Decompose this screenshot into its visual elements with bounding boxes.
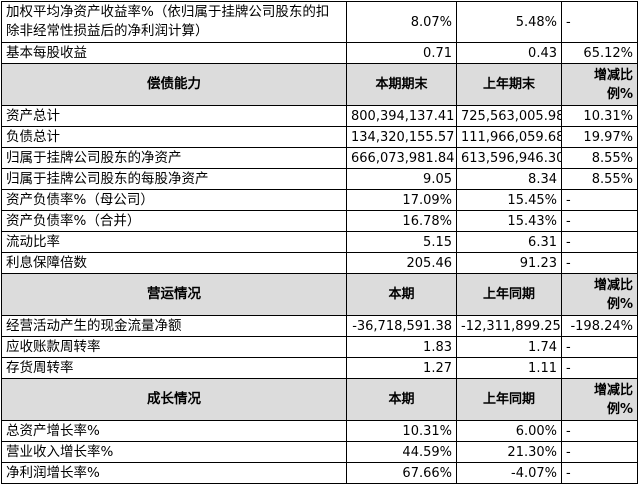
value-cell: - bbox=[561, 462, 638, 484]
table-row: 加权平均净资产收益率%（依归属于挂牌公司股东的扣除非经常性损益后的净利润计算） 8… bbox=[1, 1, 638, 43]
header-cell: 上年期末 bbox=[456, 63, 562, 106]
label-cell: 归属于挂牌公司股东的净资产 bbox=[1, 147, 347, 169]
table-row: 负债总计 134,320,155.57 111,966,059.68 19.97% bbox=[1, 126, 638, 148]
table-row: 利息保障倍数 205.46 91.23- bbox=[1, 252, 638, 274]
header-cell: 增减比例% bbox=[561, 63, 638, 106]
value-cell: - bbox=[561, 420, 638, 442]
header-cell: 增减比例% bbox=[561, 273, 638, 316]
table-body: 加权平均净资产收益率%（依归属于挂牌公司股东的扣除非经常性损益后的净利润计算） 8… bbox=[1, 1, 638, 484]
value-cell: 15.43% bbox=[456, 210, 562, 232]
value-cell: -12,311,899.25 bbox=[456, 315, 562, 337]
label-cell: 资产负债率%（母公司） bbox=[1, 189, 347, 211]
value-cell: - bbox=[561, 441, 638, 463]
value-cell: 613,596,946.30 bbox=[456, 147, 562, 169]
value-cell: 65.12% bbox=[561, 42, 638, 64]
financial-indicators-table: 加权平均净资产收益率%（依归属于挂牌公司股东的扣除非经常性损益后的净利润计算） 8… bbox=[1, 1, 638, 484]
value-cell: - bbox=[561, 357, 638, 379]
value-cell: 0.71 bbox=[346, 42, 457, 64]
value-cell: 17.09% bbox=[346, 189, 457, 211]
value-cell: 1.27 bbox=[346, 357, 457, 379]
value-cell: 10.31% bbox=[346, 420, 457, 442]
value-cell: - bbox=[561, 189, 638, 211]
value-cell: 5.15 bbox=[346, 231, 457, 253]
value-cell: 8.34 bbox=[456, 168, 562, 190]
value-cell: 8.07% bbox=[346, 1, 457, 43]
section-header-row: 营运情况 本期 上年同期 增减比例% bbox=[1, 273, 638, 316]
table-row: 基本每股收益 0.71 0.43 65.12% bbox=[1, 42, 638, 64]
table-row: 存货周转率 1.27 1.11- bbox=[1, 357, 638, 379]
value-cell: 134,320,155.57 bbox=[346, 126, 457, 148]
value-cell: 15.45% bbox=[456, 189, 562, 211]
value-cell: 10.31% bbox=[561, 105, 638, 127]
section-header-row: 成长情况 本期 上年同期 增减比例% bbox=[1, 378, 638, 421]
value-cell: 6.00% bbox=[456, 420, 562, 442]
label-cell: 加权平均净资产收益率%（依归属于挂牌公司股东的扣除非经常性损益后的净利润计算） bbox=[1, 1, 347, 43]
value-cell: - bbox=[561, 336, 638, 358]
label-cell: 基本每股收益 bbox=[1, 42, 347, 64]
header-cell: 本期 bbox=[346, 378, 457, 421]
label-cell: 资产负债率%（合并） bbox=[1, 210, 347, 232]
value-cell: -36,718,591.38 bbox=[346, 315, 457, 337]
value-cell: - bbox=[561, 1, 638, 43]
label-cell: 利息保障倍数 bbox=[1, 252, 347, 274]
label-cell: 负债总计 bbox=[1, 126, 347, 148]
value-cell: 16.78% bbox=[346, 210, 457, 232]
table-row: 经营活动产生的现金流量净额 -36,718,591.38 -12,311,899.2… bbox=[1, 315, 638, 337]
value-cell: 9.05 bbox=[346, 168, 457, 190]
value-cell: 91.23 bbox=[456, 252, 562, 274]
header-cell: 偿债能力 bbox=[1, 63, 347, 106]
value-cell: 8.55% bbox=[561, 147, 638, 169]
label-cell: 资产总计 bbox=[1, 105, 347, 127]
value-cell: 6.31 bbox=[456, 231, 562, 253]
value-cell: 44.59% bbox=[346, 441, 457, 463]
header-cell: 上年同期 bbox=[456, 378, 562, 421]
label-cell: 营业收入增长率% bbox=[1, 441, 347, 463]
value-cell: 1.11 bbox=[456, 357, 562, 379]
value-cell: 725,563,005.98 bbox=[456, 105, 562, 127]
value-cell: 21.30% bbox=[456, 441, 562, 463]
table-row: 资产负债率%（母公司） 17.09% 15.45% - bbox=[1, 189, 638, 211]
label-cell: 经营活动产生的现金流量净额 bbox=[1, 315, 347, 337]
table-row: 营业收入增长率% 44.59% 21.30% - bbox=[1, 441, 638, 463]
value-cell: - bbox=[561, 210, 638, 232]
header-cell: 增减比例% bbox=[561, 378, 638, 421]
value-cell: 67.66% bbox=[346, 462, 457, 484]
table-row: 净利润增长率% 67.66% -4.07% - bbox=[1, 462, 638, 484]
table-row: 资产负债率%（合并） 16.78% 15.43% - bbox=[1, 210, 638, 232]
header-cell: 本期期末 bbox=[346, 63, 457, 106]
value-cell: -198.24% bbox=[561, 315, 638, 337]
label-cell: 总资产增长率% bbox=[1, 420, 347, 442]
header-cell: 上年同期 bbox=[456, 273, 562, 316]
label-cell: 应收账款周转率 bbox=[1, 336, 347, 358]
value-cell: 666,073,981.84 bbox=[346, 147, 457, 169]
table-row: 应收账款周转率 1.83 1.74- bbox=[1, 336, 638, 358]
table-row: 总资产增长率% 10.31% 6.00% - bbox=[1, 420, 638, 442]
value-cell: -4.07% bbox=[456, 462, 562, 484]
header-cell: 本期 bbox=[346, 273, 457, 316]
value-cell: 19.97% bbox=[561, 126, 638, 148]
label-cell: 净利润增长率% bbox=[1, 462, 347, 484]
table-row: 归属于挂牌公司股东的每股净资产 9.05 8.34 8.55% bbox=[1, 168, 638, 190]
value-cell: 8.55% bbox=[561, 168, 638, 190]
value-cell: 1.83 bbox=[346, 336, 457, 358]
label-cell: 流动比率 bbox=[1, 231, 347, 253]
value-cell: 1.74 bbox=[456, 336, 562, 358]
label-cell: 归属于挂牌公司股东的每股净资产 bbox=[1, 168, 347, 190]
value-cell: 111,966,059.68 bbox=[456, 126, 562, 148]
value-cell: 205.46 bbox=[346, 252, 457, 274]
value-cell: 0.43 bbox=[456, 42, 562, 64]
header-cell: 成长情况 bbox=[1, 378, 347, 421]
value-cell: 5.48% bbox=[456, 1, 562, 43]
section-header-row: 偿债能力 本期期末 上年期末 增减比例% bbox=[1, 63, 638, 106]
value-cell: - bbox=[561, 252, 638, 274]
header-cell: 营运情况 bbox=[1, 273, 347, 316]
table-row: 归属于挂牌公司股东的净资产 666,073,981.84 613,596,946.3… bbox=[1, 147, 638, 169]
label-cell: 存货周转率 bbox=[1, 357, 347, 379]
value-cell: 800,394,137.41 bbox=[346, 105, 457, 127]
table-row: 资产总计 800,394,137.41 725,563,005.98 10.31% bbox=[1, 105, 638, 127]
value-cell: - bbox=[561, 231, 638, 253]
table-row: 流动比率 5.15 6.31- bbox=[1, 231, 638, 253]
